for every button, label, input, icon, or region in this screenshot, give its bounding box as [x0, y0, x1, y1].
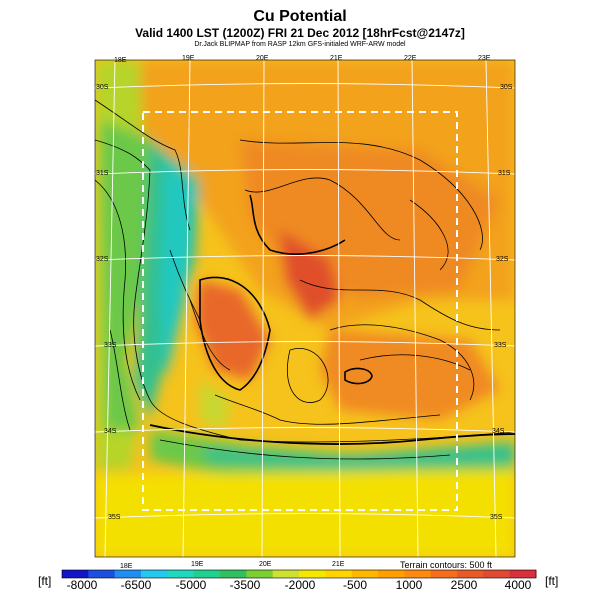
valid-time-subtitle: Valid 1400 LST (1200Z) FRI 21 Dec 2012 […	[135, 26, 465, 40]
colorbar-tick-label: -500	[342, 578, 368, 592]
field-shading	[95, 60, 515, 557]
colorbar-swatch	[167, 570, 195, 578]
colorbar-tick-label: -8000	[66, 578, 98, 592]
colorbar-swatch	[351, 570, 379, 578]
lon-label-bottom: 19E	[191, 561, 204, 568]
lat-label-left: 31S	[96, 170, 109, 177]
colorbar-tick-label: -6500	[120, 578, 152, 592]
colorbar-swatch	[483, 570, 511, 578]
lon-label-bottom: 21E	[332, 561, 345, 568]
lat-label-right: 32S	[496, 256, 509, 263]
lat-label-right: 35S	[490, 514, 503, 521]
colorbar-swatch	[193, 570, 221, 578]
lon-label-top: 23E	[478, 55, 491, 62]
colorbar-unit-left: [ft]	[38, 574, 52, 588]
colorbar-swatch	[272, 570, 300, 578]
colorbar-swatch	[457, 570, 484, 578]
lat-label-left: 32S	[96, 256, 109, 263]
lat-lon-grid	[95, 60, 515, 557]
lon-label-bottom: 20E	[259, 561, 272, 568]
colorbar	[61, 569, 537, 579]
colorbar-swatch	[114, 570, 142, 578]
lat-label-left: 34S	[104, 428, 117, 435]
forecast-domain-box	[142, 111, 458, 511]
lon-label-top: 22E	[404, 55, 417, 62]
lon-label-top: 18E	[114, 57, 127, 64]
colorbar-tick-label: -5000	[175, 578, 207, 592]
colorbar-tick-label: 1000	[395, 578, 423, 592]
colorbar-tick-label: -3500	[229, 578, 261, 592]
colorbar-swatch	[404, 570, 432, 578]
colorbar-swatch	[62, 570, 89, 578]
colorbar-tick-label: -2000	[284, 578, 316, 592]
colorbar-tick-label: 2500	[450, 578, 478, 592]
lat-label-left: 33S	[104, 342, 117, 349]
colorbar-swatch	[509, 570, 537, 578]
colorbar-swatch	[141, 570, 168, 578]
lon-label-top: 19E	[182, 55, 195, 62]
lon-label-top: 21E	[330, 55, 343, 62]
colorbar-swatch	[220, 570, 247, 578]
colorbar-swatch	[246, 570, 274, 578]
lat-label-left: 35S	[108, 514, 121, 521]
colorbar-frame	[61, 569, 537, 579]
lat-label-right: 34S	[492, 428, 505, 435]
colorbar-swatch	[430, 570, 458, 578]
colorbar-unit-right: [ft]	[545, 574, 559, 588]
colorbar-swatch	[88, 570, 116, 578]
colorbar-tick-label: 4000	[504, 578, 532, 592]
colorbar-swatch	[378, 570, 405, 578]
terrain-contour-note: Terrain contours: 500 ft	[400, 560, 493, 570]
lat-label-right: 33S	[494, 342, 507, 349]
colorbar-swatch	[325, 570, 353, 578]
lon-label-top: 20E	[256, 55, 269, 62]
lat-label-right: 30S	[500, 84, 513, 91]
map-title: Cu Potential	[253, 8, 347, 25]
lat-label-right: 31S	[498, 170, 511, 177]
colorbar-swatch	[299, 570, 326, 578]
model-credit: Dr.Jack BLIPMAP from RASP 12km GFS-initi…	[194, 41, 406, 48]
lat-label-left: 30S	[96, 84, 109, 91]
lon-label-bottom: 18E	[120, 563, 133, 570]
